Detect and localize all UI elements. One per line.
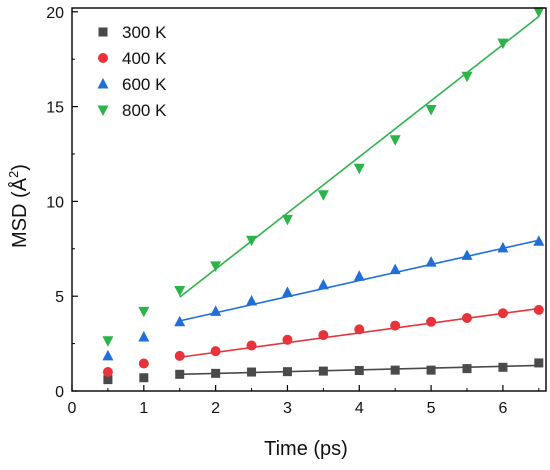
legend-label-400-k: 400 K [122,49,167,68]
point-600-k [533,235,545,246]
point-600-k [174,315,186,327]
point-800-k [102,336,114,347]
point-400-k [426,316,437,327]
point-300-k [354,366,364,376]
point-400-k [246,340,257,351]
point-800-k [281,214,293,226]
point-600-k [317,278,329,290]
point-400-k [210,346,221,357]
point-800-k [533,7,545,18]
point-800-k [425,104,437,116]
point-600-k [425,256,437,267]
point-300-k [103,375,113,385]
point-300-k [426,365,436,375]
point-300-k [498,362,508,372]
y-tick-label: 20 [46,5,64,22]
y-axis-label-main: MSD (Å [8,177,31,248]
legend-marker-800-k [97,105,109,116]
point-300-k [175,369,185,379]
y-axis-label-sup: 2 [6,171,21,178]
point-800-k [389,135,401,146]
point-600-k [389,263,401,275]
point-800-k [317,190,329,201]
point-600-k [461,249,473,260]
fit-line-800-k [179,15,540,298]
point-600-k [353,270,365,281]
point-600-k [497,241,509,253]
y-axis-label-tail: ) [9,164,31,171]
point-300-k [139,373,149,383]
plot-frame [71,7,547,392]
point-400-k [282,334,293,345]
x-tick-label: 6 [498,400,507,417]
point-400-k [102,367,113,378]
y-tick-label: 0 [55,384,64,401]
point-300-k [318,366,328,376]
point-400-k [174,350,185,361]
point-800-k [138,306,150,318]
point-600-k [210,305,222,316]
point-400-k [390,320,401,331]
point-800-k [210,261,222,272]
axes: 0 1 2 3 4 5 6 0 5 10 15 20 [46,5,547,417]
point-800-k [497,38,509,50]
point-400-k [462,313,472,324]
point-400-k [138,358,149,369]
y-tick-label: 15 [46,100,64,117]
x-axis-label: Time (ps) [264,438,348,460]
point-600-k [281,286,293,297]
legend-marker-400-k [98,53,108,63]
point-300-k [534,358,544,368]
x-tick-label: 0 [68,400,77,417]
x-tick-label: 1 [139,400,148,417]
legend: 300 K 400 K 600 K 800 K [97,23,167,120]
point-800-k [174,286,186,297]
point-600-k [138,330,150,342]
legend-marker-300-k [98,27,108,37]
legend-label-600-k: 600 K [122,75,167,94]
legend-label-300-k: 300 K [122,23,167,42]
point-400-k [533,304,544,315]
point-300-k [462,364,472,374]
point-800-k [461,71,473,83]
x-tick-label: 2 [211,400,220,417]
x-tick-label: 3 [283,400,292,417]
x-tick-label: 4 [355,400,364,417]
point-300-k [390,365,400,375]
legend-marker-600-k [97,78,109,89]
point-300-k [211,368,221,378]
point-600-k [246,294,258,306]
point-300-k [247,367,257,377]
point-400-k [318,330,329,341]
legend-label-800-k: 800 K [122,101,167,120]
point-400-k [497,308,508,319]
y-tick-label: 5 [55,289,64,306]
plot-area [102,7,545,385]
point-600-k [102,349,114,361]
y-axis-label: MSD (Å2) [6,164,31,248]
point-800-k [246,235,258,247]
y-tick-label: 10 [46,194,64,211]
point-800-k [353,163,365,175]
x-tick-label: 5 [427,400,436,417]
point-300-k [282,367,292,377]
point-400-k [354,324,365,335]
